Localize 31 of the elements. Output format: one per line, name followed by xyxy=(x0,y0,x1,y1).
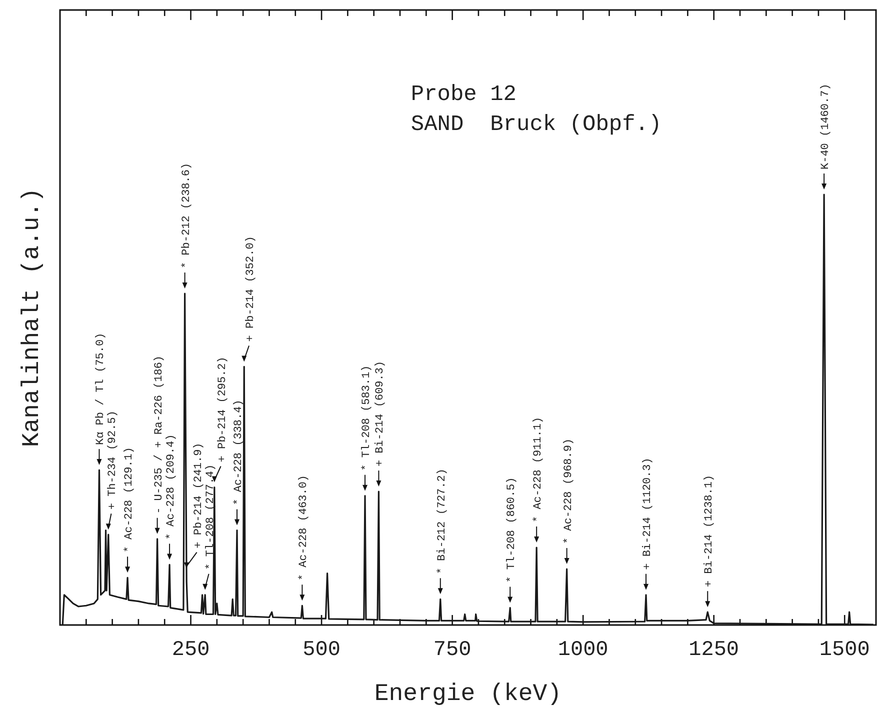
annotation: - U-235 / + Ra-226 (186) xyxy=(153,355,166,514)
annotation: * Pb-212 (238.6) xyxy=(180,162,193,269)
annotation: + Pb-214 (295.2) xyxy=(216,356,229,462)
annotation: + Pb-214 (241.9) xyxy=(192,442,205,548)
annotation: + Pb-214 (352.0) xyxy=(245,236,258,342)
x-tick-label: 1250 xyxy=(688,639,740,662)
annotation: + Bi-214 (609.3) xyxy=(374,360,387,467)
annotation: K-40 (1460.7) xyxy=(820,84,832,170)
annotation: * Ac-228 (968.9) xyxy=(562,438,575,544)
annotation: Kα Pb / Tl (75.0) xyxy=(95,332,108,446)
x-tick-label: 750 xyxy=(433,639,472,662)
x-tick-label: 1500 xyxy=(819,639,870,662)
y-axis-title: Kanalinhalt (a.u.) xyxy=(19,188,46,448)
chart-subtitle: SAND Bruck (Obpf.) xyxy=(410,112,662,137)
x-tick-label: 500 xyxy=(302,639,340,662)
x-tick-label: 1000 xyxy=(558,639,608,662)
annotation: + Th-234 (92.5) xyxy=(107,410,120,510)
annotation: * Ac-228 (129.1) xyxy=(124,447,136,553)
annotation: * Ac-228 (463.0) xyxy=(298,475,310,581)
annotation: * Tl-208 (860.5) xyxy=(506,477,518,583)
annotation: + Bi-214 (1120.3) xyxy=(642,458,654,570)
annotation: * Ac-228 (338.4) xyxy=(233,400,246,506)
x-axis-title: Energie (keV) xyxy=(374,681,562,708)
annotation: * Ac-228 (209.4) xyxy=(166,434,178,540)
annotation: * Tl-208 (583.1) xyxy=(361,365,374,471)
annotation: + Bi-214 (1238.1) xyxy=(704,474,716,588)
annotation: * Bi-212 (727.2) xyxy=(436,468,448,574)
chart-title: Probe 12 xyxy=(410,82,517,107)
annotation: * Ac-228 (911.1) xyxy=(532,416,545,523)
annotation: * Tl-208 (277.4) xyxy=(204,464,217,570)
x-tick-label: 250 xyxy=(172,639,210,662)
